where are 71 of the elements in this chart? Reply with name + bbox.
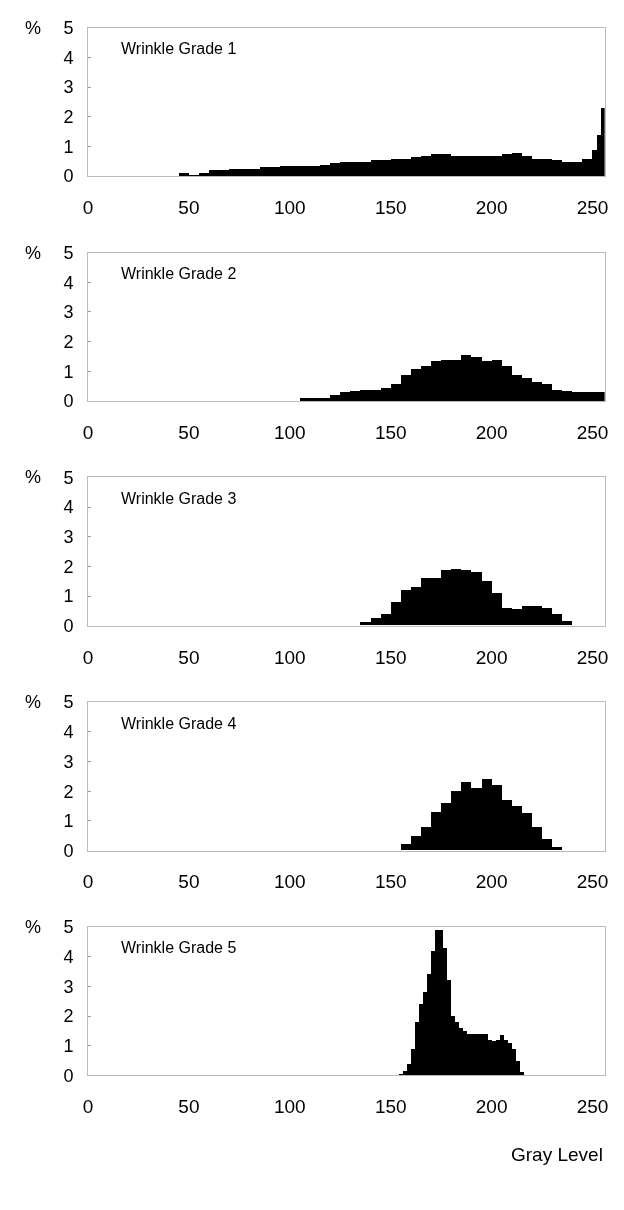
x-tick-label: 0 xyxy=(82,196,94,218)
x-tick-label: 50 xyxy=(178,196,200,218)
y-tick-label: 2 xyxy=(63,107,74,128)
text: Wrinkle Grade 2 xyxy=(121,265,237,282)
y-tick-label: 0 xyxy=(63,840,74,861)
y-tick-label: 0 xyxy=(63,391,74,412)
x-tick-label: 200 xyxy=(475,421,508,443)
y-tick-label: 4 xyxy=(63,946,74,967)
x-tick-label: 100 xyxy=(273,196,306,218)
y-tick-label: 5 xyxy=(63,242,74,263)
y-tick-label: 1 xyxy=(63,361,74,382)
y-tick-label: 4 xyxy=(63,47,74,68)
y-tick-label: 0 xyxy=(63,616,74,637)
y-tick-label: 3 xyxy=(63,976,74,997)
y-tick-label: 2 xyxy=(63,1006,74,1027)
y-axis-title: % xyxy=(25,467,42,487)
text: Wrinkle Grade 4 xyxy=(121,715,237,732)
text: Wrinkle Grade 3 xyxy=(121,490,237,507)
y-tick-label: 0 xyxy=(63,166,74,187)
y-tick-label: 4 xyxy=(63,722,74,743)
x-tick-label: 250 xyxy=(576,1096,609,1118)
x-tick-label: 250 xyxy=(576,646,609,668)
y-tick-label: 5 xyxy=(63,467,74,488)
x-tick-label: 0 xyxy=(82,1096,94,1118)
y-tick-label: 3 xyxy=(63,751,74,772)
x-tick-label: 150 xyxy=(374,196,407,218)
x-tick-label: 100 xyxy=(273,1096,306,1118)
y-tick-label: 3 xyxy=(63,302,74,323)
y-tick-label: 5 xyxy=(63,692,74,713)
y-tick-label: 1 xyxy=(63,136,74,157)
x-tick-label: 250 xyxy=(576,421,609,443)
y-tick-label: 4 xyxy=(63,497,74,518)
x-tick-label: 50 xyxy=(178,871,200,893)
x-tick-label: 100 xyxy=(273,421,306,443)
y-tick-label: 1 xyxy=(63,586,74,607)
y-axis-title: % xyxy=(25,243,42,263)
y-tick-label: 4 xyxy=(63,272,74,293)
y-tick-label: 2 xyxy=(63,331,74,352)
x-tick-label: 150 xyxy=(374,421,407,443)
x-tick-label: 150 xyxy=(374,871,407,893)
y-tick-label: 1 xyxy=(63,811,74,832)
x-tick-label: 0 xyxy=(82,646,94,668)
y-tick-label: 5 xyxy=(63,917,74,938)
text: Wrinkle Grade 5 xyxy=(121,939,237,956)
x-axis-title: Gray Level xyxy=(511,1144,603,1165)
x-tick-label: 200 xyxy=(475,1096,508,1118)
y-axis-title: % xyxy=(25,18,42,38)
y-tick-label: 2 xyxy=(63,781,74,802)
y-tick-label: 3 xyxy=(63,77,74,98)
x-tick-label: 200 xyxy=(475,871,508,893)
y-axis-title: % xyxy=(25,917,42,937)
y-tick-label: 5 xyxy=(63,18,74,38)
y-tick-label: 3 xyxy=(63,527,74,547)
y-tick-label: 2 xyxy=(63,556,74,577)
y-axis-title: % xyxy=(25,692,42,712)
x-tick-label: 250 xyxy=(576,196,609,218)
x-tick-label: 50 xyxy=(178,646,200,668)
y-tick-label: 1 xyxy=(63,1036,74,1056)
x-tick-label: 100 xyxy=(273,871,306,893)
x-tick-label: 200 xyxy=(475,646,508,668)
x-tick-label: 100 xyxy=(273,646,306,668)
x-tick-label: 0 xyxy=(82,421,94,443)
x-tick-label: 50 xyxy=(178,1096,200,1118)
y-tick-label: 0 xyxy=(63,1065,74,1086)
x-tick-label: 250 xyxy=(576,871,609,893)
x-tick-label: 0 xyxy=(82,871,94,893)
x-tick-label: 50 xyxy=(178,421,200,443)
x-tick-label: 200 xyxy=(475,196,508,218)
x-tick-label: 150 xyxy=(374,1096,407,1118)
text: Wrinkle Grade 1 xyxy=(121,40,237,57)
x-tick-label: 150 xyxy=(374,646,407,668)
